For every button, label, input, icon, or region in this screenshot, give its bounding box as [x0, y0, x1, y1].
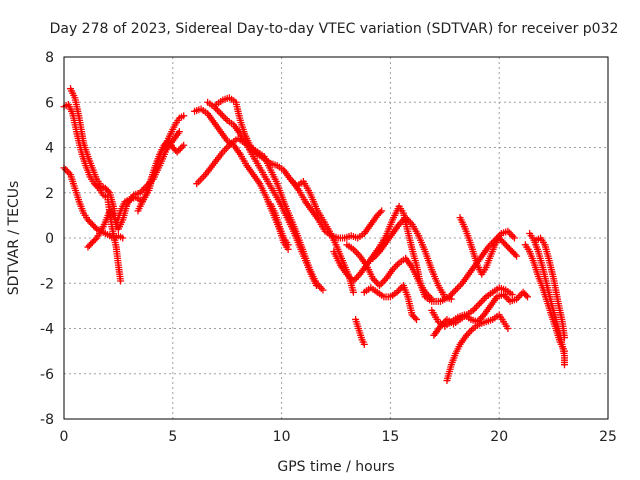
- data-point: [452, 286, 460, 294]
- data-point: [178, 143, 186, 151]
- data-point: [448, 289, 456, 297]
- data-point: [316, 283, 324, 291]
- data-point: [523, 293, 531, 301]
- data-point: [428, 295, 436, 303]
- data-point: [215, 108, 223, 116]
- data-point: [91, 236, 99, 244]
- data-point: [396, 285, 404, 293]
- data-point: [522, 291, 530, 299]
- x-tick-label: 20: [490, 429, 508, 445]
- y-tick-label: 4: [45, 141, 54, 157]
- chart-title: Day 278 of 2023, Sidereal Day-to-day VTE…: [50, 21, 619, 37]
- data-point: [104, 187, 112, 195]
- data-point: [213, 106, 221, 114]
- x-axis-label: GPS time / hours: [277, 459, 394, 475]
- data-point: [450, 288, 458, 296]
- data-point: [117, 277, 125, 285]
- data-point: [376, 208, 384, 216]
- data-point: [376, 282, 384, 290]
- data-point: [180, 112, 188, 120]
- data-point: [63, 167, 71, 175]
- data-point: [510, 234, 518, 242]
- data-point: [284, 241, 292, 249]
- y-tick-label: 2: [45, 186, 54, 202]
- data-point: [351, 247, 359, 255]
- data-point: [472, 303, 480, 311]
- data-point: [453, 284, 461, 292]
- x-tick-label: 10: [273, 429, 291, 445]
- data-point: [217, 110, 225, 118]
- x-tick-label: 25: [599, 429, 617, 445]
- data-point: [353, 274, 361, 282]
- data-point: [447, 295, 455, 303]
- data-point: [504, 296, 512, 304]
- x-tick-label: 15: [381, 429, 399, 445]
- data-point: [560, 361, 568, 369]
- y-tick-label: -6: [40, 367, 54, 383]
- y-tick-label: 0: [45, 231, 54, 247]
- data-point: [180, 141, 188, 149]
- y-axis-label: SDTVAR / TECUs: [6, 181, 22, 296]
- y-tick-label: -8: [40, 412, 54, 428]
- data-point: [220, 113, 228, 121]
- tick-labels: 0 5 10 15 20 25 -8 -6 -4 -2 0 2 4 6 8: [40, 50, 617, 445]
- plot-frame: [63, 56, 609, 420]
- data-point: [479, 296, 487, 304]
- data-points: [60, 85, 568, 385]
- data-point: [513, 252, 521, 260]
- data-point: [508, 291, 516, 299]
- y-tick-label: 6: [45, 95, 54, 111]
- data-point: [360, 340, 368, 348]
- x-tick-label: 5: [168, 429, 177, 445]
- data-point: [455, 283, 463, 291]
- data-point: [119, 234, 127, 242]
- data-point: [312, 282, 320, 290]
- data-point: [511, 251, 519, 259]
- data-point: [353, 249, 361, 257]
- data-point: [392, 262, 400, 270]
- data-point: [222, 115, 230, 123]
- data-point: [471, 305, 479, 313]
- data-point: [476, 300, 484, 308]
- data-point: [413, 315, 421, 323]
- data-point: [379, 278, 387, 286]
- data-point: [506, 229, 514, 237]
- y-tick-label: 8: [45, 50, 54, 66]
- data-point: [378, 207, 386, 215]
- data-point: [372, 278, 380, 286]
- data-point: [504, 325, 512, 332]
- data-point: [91, 223, 99, 231]
- data-point: [109, 210, 117, 218]
- data-point: [175, 128, 183, 136]
- data-point: [467, 326, 475, 334]
- x-tick-label: 0: [60, 429, 69, 445]
- data-point: [377, 280, 385, 288]
- data-point: [466, 328, 474, 336]
- data-point: [218, 111, 226, 119]
- y-tick-label: -4: [40, 322, 54, 338]
- data-point: [474, 301, 482, 309]
- y-tick-label: -2: [40, 276, 54, 292]
- data-point: [319, 286, 327, 294]
- data-point: [62, 166, 70, 174]
- data-point: [411, 314, 419, 322]
- data-point: [477, 298, 485, 306]
- data-point: [509, 232, 517, 240]
- data-point: [351, 275, 359, 283]
- data-point: [349, 288, 357, 296]
- data-point: [393, 261, 401, 269]
- data-point: [481, 295, 489, 303]
